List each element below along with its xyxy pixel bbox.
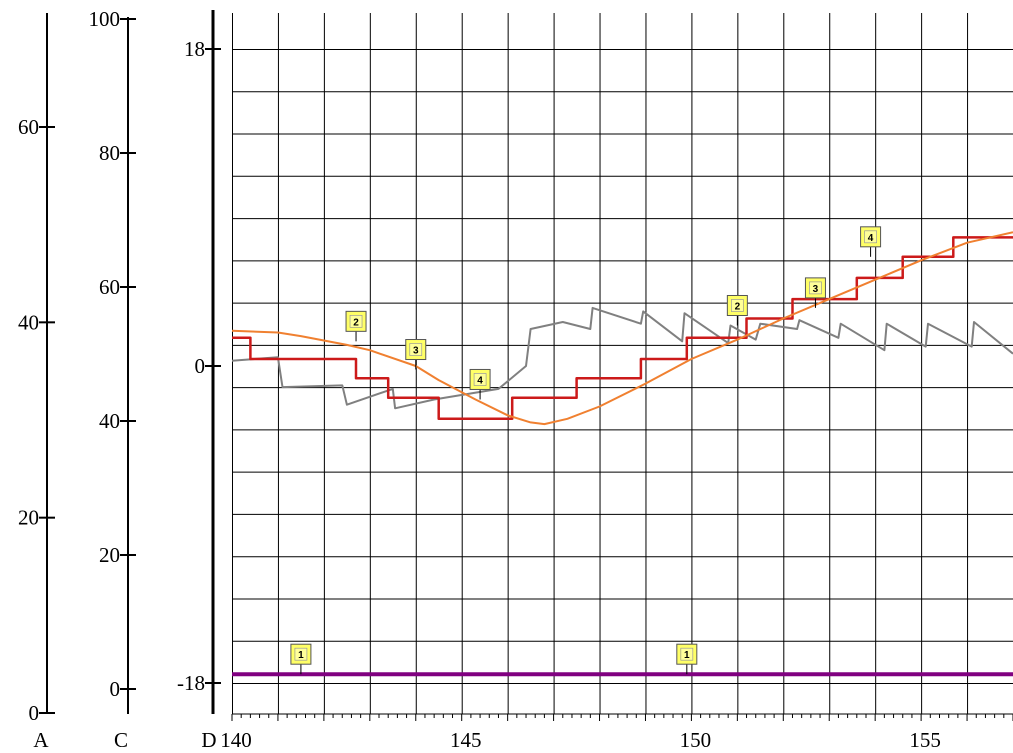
marker-4: 4 [860, 226, 882, 257]
marker-inner [680, 647, 694, 661]
series-orange-line [231, 231, 1013, 426]
marker-label: 4 [868, 233, 874, 244]
marker-1: 1 [290, 643, 312, 675]
axis-A-name: A [33, 728, 49, 752]
axis-C-tick-label: 40 [99, 409, 120, 433]
marker-label: 2 [353, 317, 359, 328]
x-axis-tick-label: 150 [680, 728, 712, 752]
axis-D-tick-label: -18 [177, 671, 205, 695]
axis-D-tick-label: 18 [184, 37, 205, 61]
marker-label: 1 [684, 650, 690, 661]
marker-inner [349, 314, 363, 328]
marker-label: 4 [477, 375, 483, 386]
axis-D-tick-label: 0 [195, 354, 206, 378]
x-axis-tick-label: 145 [450, 728, 482, 752]
marker-inner [294, 647, 308, 661]
axis-C-tick-label: 20 [99, 543, 120, 567]
marker-inner [731, 299, 744, 312]
axis-A-tick-label: 60 [18, 115, 39, 139]
x-axis-tick-label: 155 [909, 728, 941, 752]
markers: 1 1 2 3 4 2 3 4 [290, 226, 882, 675]
axis-A-tick-label: 20 [18, 506, 39, 530]
axis-D-name: D [201, 728, 216, 752]
marker-inner [409, 343, 423, 356]
marker-inner [864, 230, 877, 244]
marker-3: 3 [804, 277, 826, 308]
marker-2: 2 [345, 310, 367, 342]
marker-label: 3 [813, 284, 819, 295]
series-gray-line [231, 306, 1013, 410]
axis-A-tick-label: 40 [18, 310, 39, 334]
axis-A-tick-label: 0 [29, 701, 40, 725]
grid [232, 13, 1013, 714]
marker-1: 1 [676, 643, 698, 675]
axis-C-tick-label: 80 [99, 141, 120, 165]
series [231, 231, 1013, 677]
marker-label: 1 [298, 650, 304, 661]
marker-inner [473, 373, 487, 386]
marker-label: 3 [413, 346, 419, 357]
marker-2: 2 [726, 294, 748, 326]
axis-C-name: C [114, 728, 128, 752]
axes: 0 20 40 60 A 0 20 40 60 80 100 C -18 0 18 D 140 145 150 155 [18, 7, 1013, 752]
marker-3: 3 [405, 339, 427, 370]
marker-inner [809, 281, 822, 295]
axis-C-tick-label: 60 [99, 275, 120, 299]
marker-label: 2 [735, 301, 741, 312]
x-axis-tick-label: 140 [220, 728, 252, 752]
axis-C-tick-label: 100 [89, 7, 121, 31]
axis-C-tick-label: 0 [110, 677, 121, 701]
marker-4: 4 [469, 368, 491, 400]
